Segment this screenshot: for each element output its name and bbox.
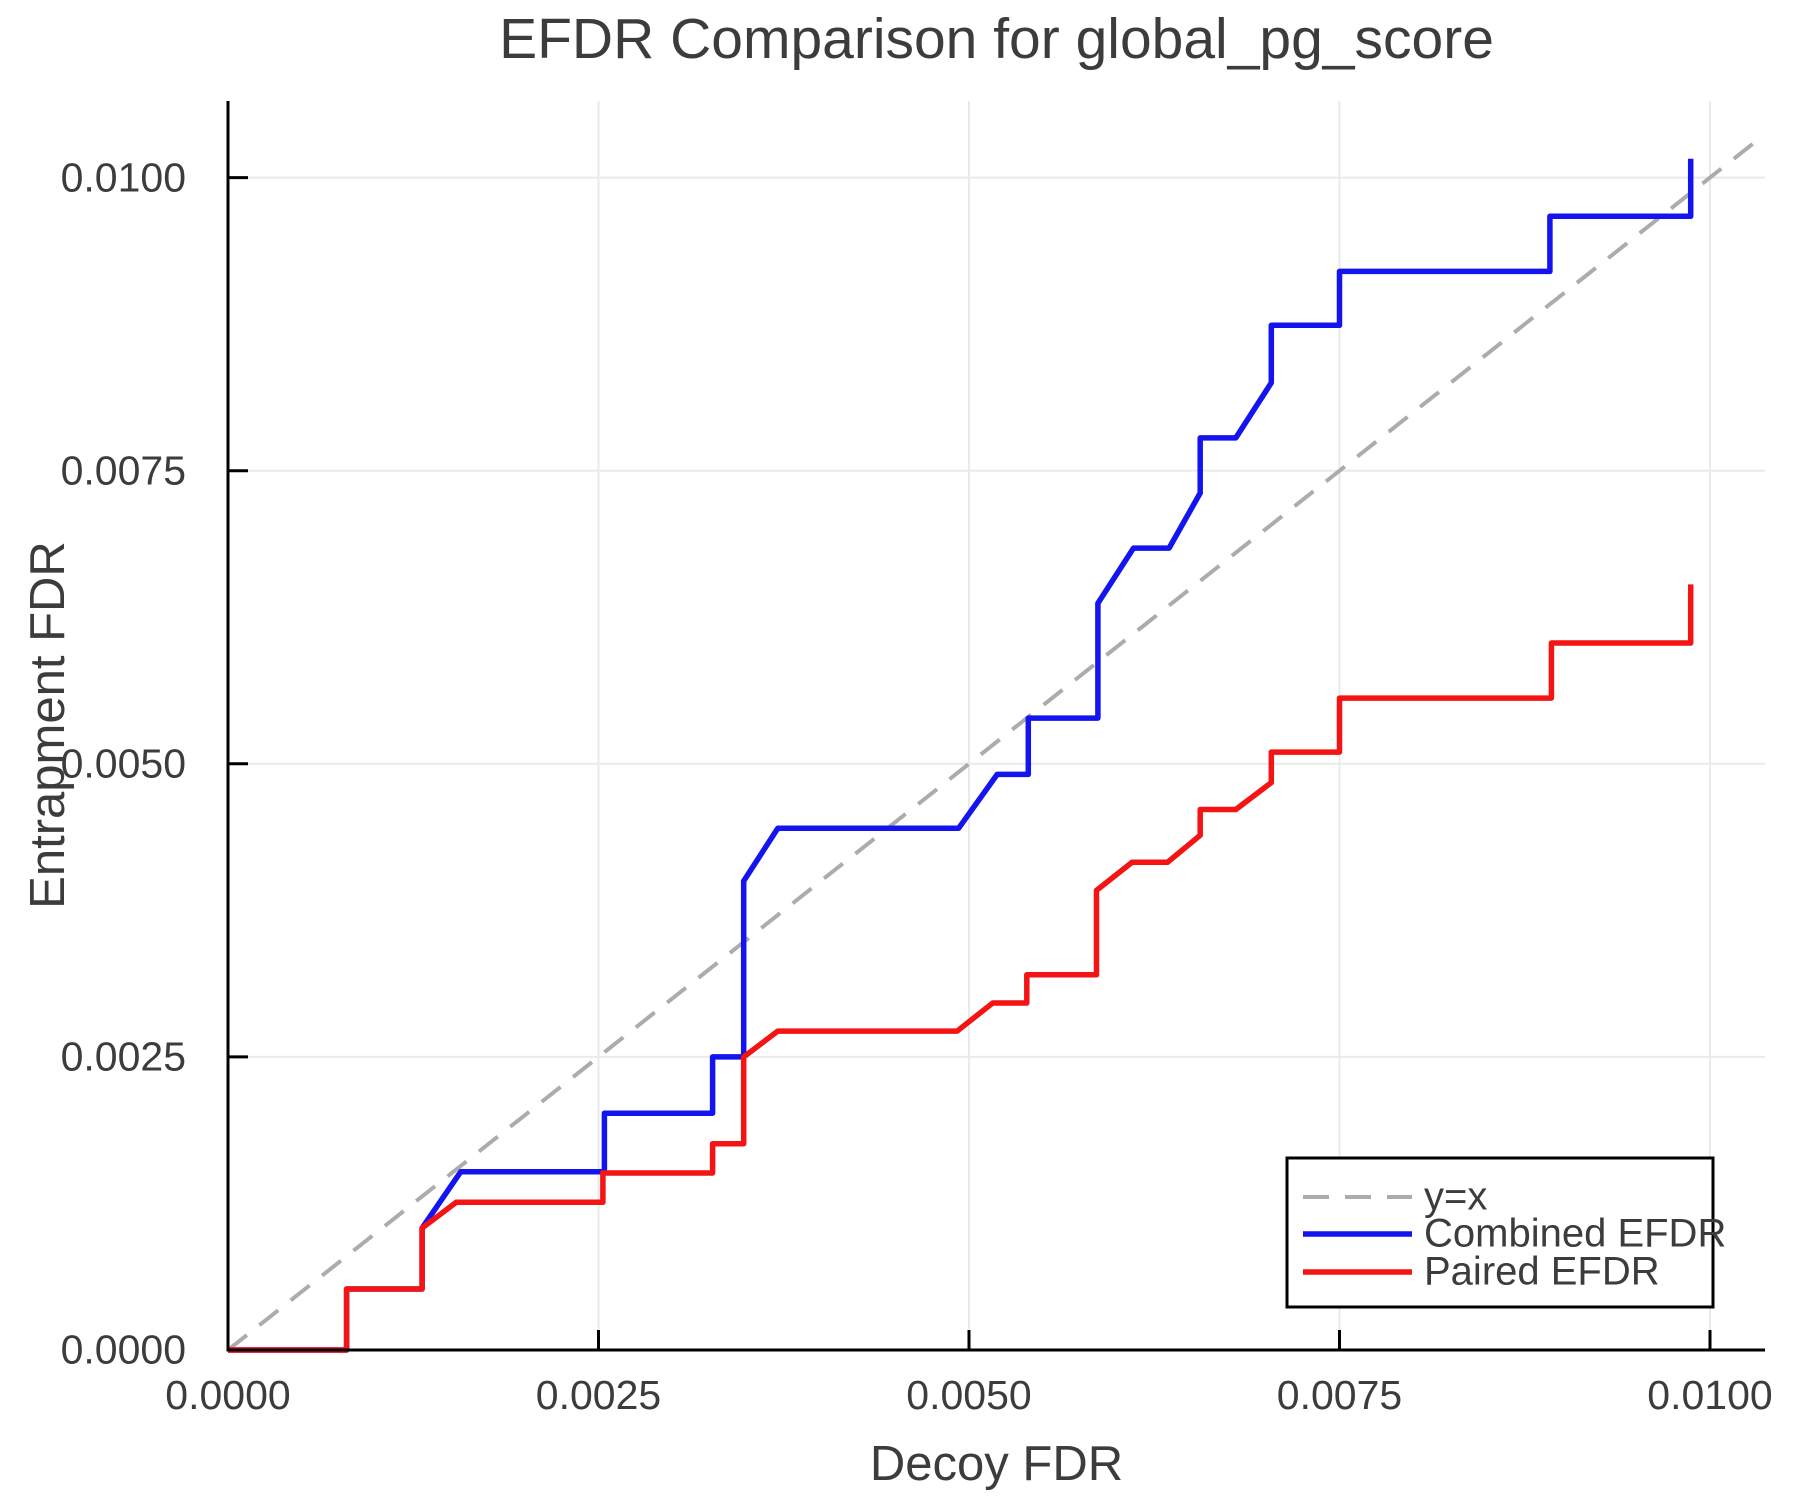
x-tick-label: 0.0050 — [906, 1372, 1032, 1418]
identity-line — [226, 132, 1767, 1352]
x-tick-label: 0.0100 — [1647, 1372, 1773, 1418]
chart-title: EFDR Comparison for global_pg_score — [499, 7, 1494, 71]
x-tick-label: 0.0000 — [165, 1372, 291, 1418]
x-tick-label: 0.0025 — [535, 1372, 662, 1418]
legend-label-identity: y=x — [1424, 1174, 1488, 1219]
paired-efdr-line — [228, 584, 1694, 1353]
x-tick-label: 0.0075 — [1276, 1372, 1403, 1418]
y-tick-label: 0.0050 — [60, 740, 186, 787]
legend-label-combined: Combined EFDR — [1424, 1211, 1727, 1256]
y-axis-label: Entrapment FDR — [21, 541, 75, 909]
y-tick-label: 0.0100 — [60, 154, 186, 201]
legend-label-paired: Paired EFDR — [1424, 1249, 1660, 1294]
x-axis-label: Decoy FDR — [869, 1437, 1124, 1491]
y-tick-label: 0.0075 — [60, 447, 186, 494]
y-tick-label: 0.0025 — [60, 1033, 186, 1080]
y-tick-label: 0.0000 — [60, 1326, 186, 1373]
combined-efdr-line — [228, 158, 1694, 1353]
